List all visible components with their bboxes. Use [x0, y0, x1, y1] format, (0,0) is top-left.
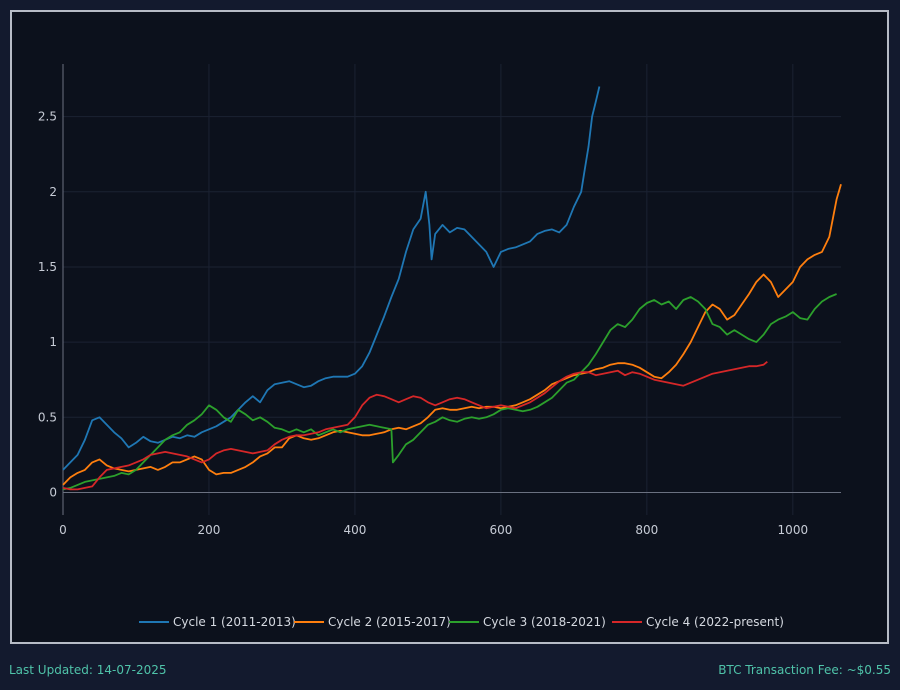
series-lines — [62, 86, 842, 491]
grid — [62, 64, 841, 515]
legend-label: Cycle 3 (2018-2021) — [483, 615, 606, 629]
legend-item-cycle-4[interactable]: Cycle 4 (2022-present) — [612, 615, 784, 629]
series-line-cycle-4 — [62, 361, 768, 491]
legend-label: Cycle 2 (2015-2017) — [328, 615, 451, 629]
y-tick-label: 1 — [49, 335, 57, 349]
series-line-cycle-3 — [62, 293, 837, 491]
last-updated-text: Last Updated: 14-07-2025 — [9, 663, 167, 677]
x-tick-label: 1000 — [778, 523, 809, 537]
legend-item-cycle-3[interactable]: Cycle 3 (2018-2021) — [449, 615, 606, 629]
line-chart: 0 0.5 1 1.5 2 2.5 0 200 400 600 800 1000 Cycle 1 (2… — [38, 64, 842, 629]
x-tick-label: 600 — [489, 523, 512, 537]
axes: 0 0.5 1 1.5 2 2.5 0 200 400 600 800 1000 — [38, 64, 841, 537]
legend-item-cycle-2[interactable]: Cycle 2 (2015-2017) — [294, 615, 451, 629]
transaction-fee-text: BTC Transaction Fee: ~$0.55 — [718, 663, 891, 677]
series-line-cycle-2 — [62, 184, 842, 486]
y-tick-label: 2 — [49, 185, 57, 199]
y-tick-label: 0 — [49, 485, 57, 499]
series-line-cycle-1 — [62, 86, 601, 471]
x-tick-label: 400 — [343, 523, 366, 537]
y-tick-label: 1.5 — [38, 260, 57, 274]
y-tick-label: 0.5 — [38, 410, 57, 424]
y-tick-label: 2.5 — [38, 110, 57, 124]
x-tick-label: 200 — [198, 523, 221, 537]
x-tick-label: 800 — [635, 523, 658, 537]
legend-item-cycle-1[interactable]: Cycle 1 (2011-2013) — [139, 615, 296, 629]
legend-label: Cycle 1 (2011-2013) — [173, 615, 296, 629]
legend: Cycle 1 (2011-2013) Cycle 2 (2015-2017) Cy… — [139, 615, 784, 629]
legend-label: Cycle 4 (2022-present) — [646, 615, 784, 629]
chart-panel: 0 0.5 1 1.5 2 2.5 0 200 400 600 800 1000 Cycle 1 (2… — [10, 10, 889, 644]
x-tick-label: 0 — [59, 523, 67, 537]
